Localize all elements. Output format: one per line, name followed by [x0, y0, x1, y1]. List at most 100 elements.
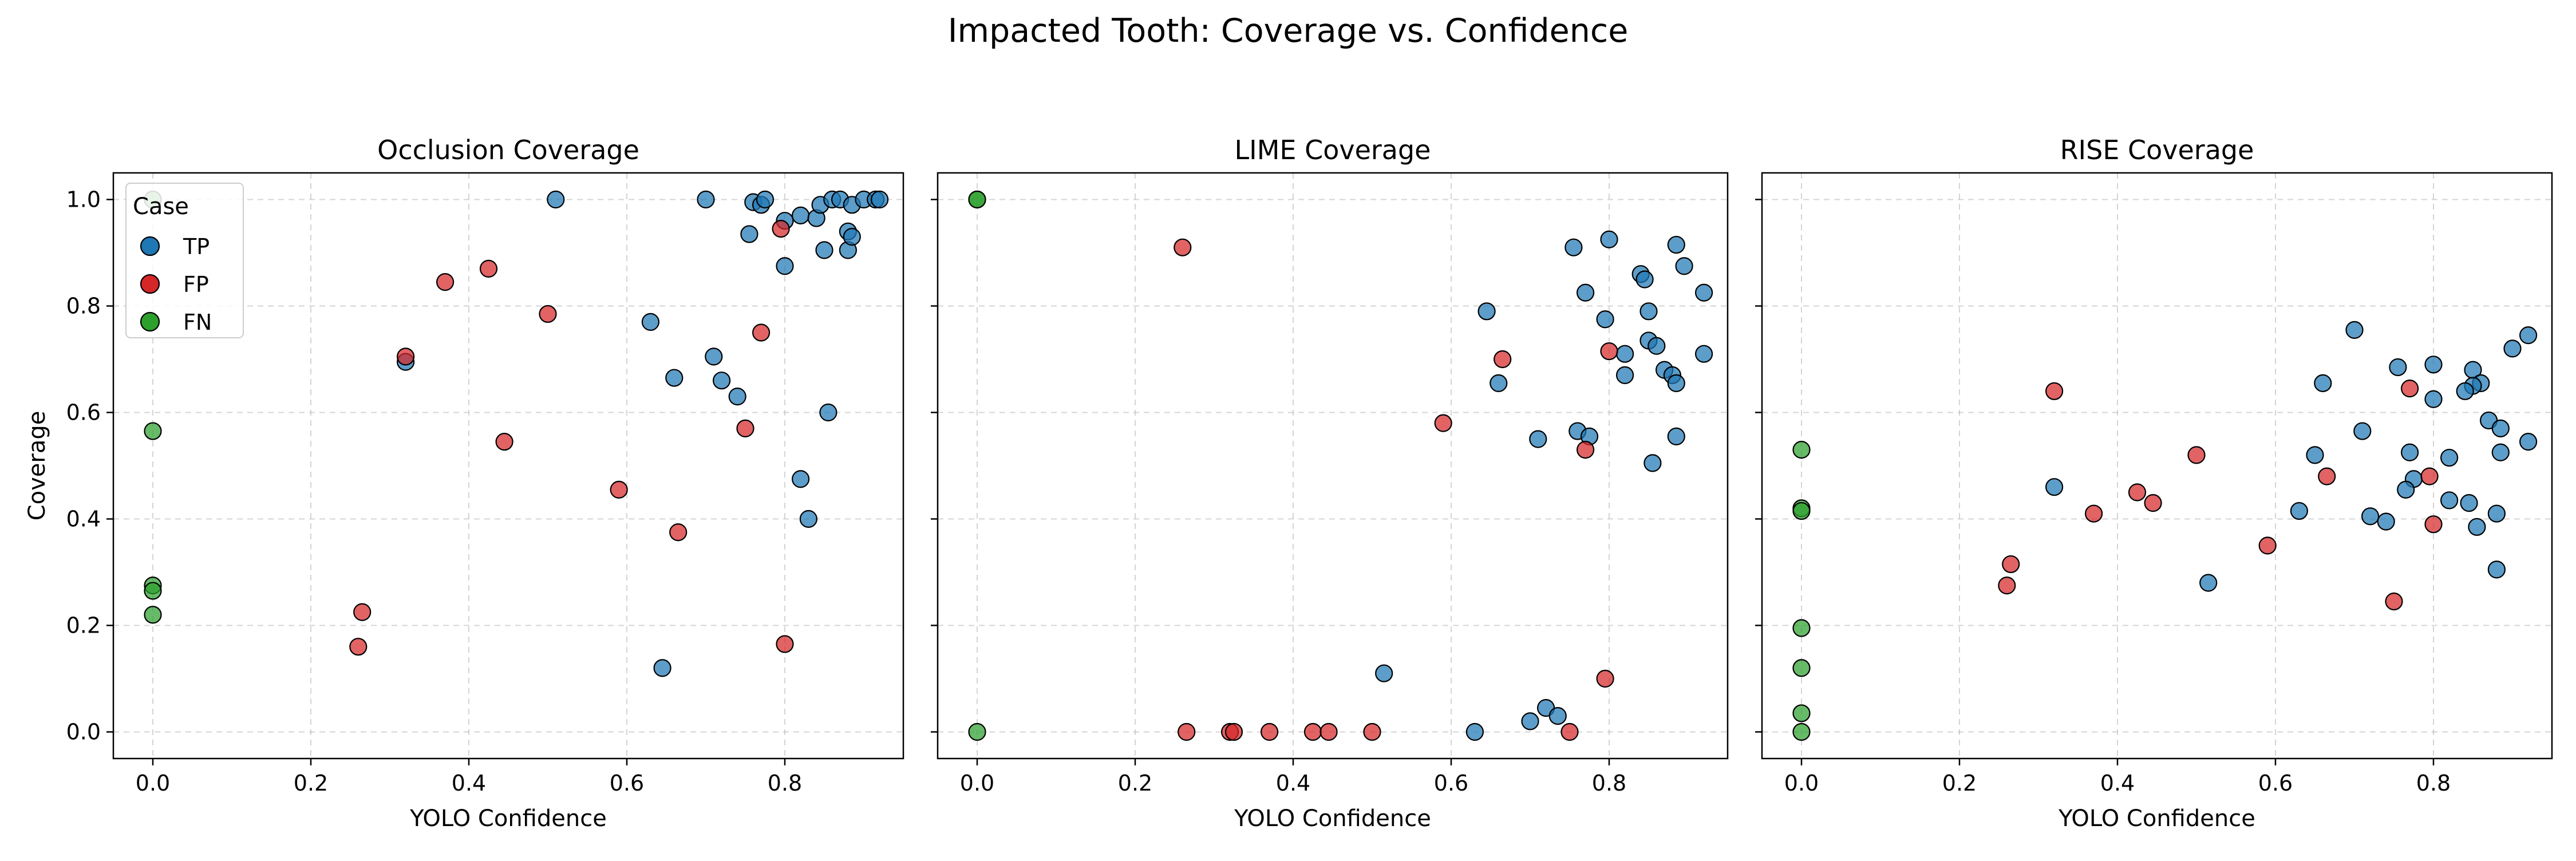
- data-point-fp: [2420, 467, 2439, 485]
- data-point-fn: [968, 190, 986, 209]
- data-point-tp: [728, 387, 746, 406]
- data-point-tp: [740, 225, 758, 243]
- data-point-tp: [1616, 345, 1634, 363]
- x-tick-label: 0.0: [136, 771, 170, 796]
- data-point-fp: [1600, 342, 1618, 361]
- data-point-fn: [1792, 440, 1811, 459]
- data-point-fp: [610, 480, 628, 499]
- data-point-tp: [1529, 430, 1547, 448]
- data-point-tp: [2519, 433, 2538, 451]
- data-point-tp: [1667, 427, 1685, 445]
- data-point-tp: [2440, 448, 2459, 467]
- data-point-fp: [2128, 483, 2147, 501]
- legend: Case TP FP FN: [125, 183, 244, 338]
- data-point-fp: [1178, 722, 1196, 741]
- data-point-tp: [1600, 230, 1618, 248]
- data-point-fp: [1577, 440, 1595, 459]
- x-axis-label: YOLO Confidence: [2058, 805, 2255, 832]
- data-point-tp: [1564, 238, 1583, 256]
- data-point-fp: [1174, 238, 1192, 256]
- x-axis-label: YOLO Confidence: [409, 805, 607, 832]
- legend-entry-fp: FP: [183, 272, 209, 297]
- x-tick-label: 0.4: [2100, 771, 2135, 796]
- data-point-tp: [1647, 337, 1666, 355]
- x-tick-label: 0.8: [1592, 771, 1626, 796]
- chart-panel-3: 0.0 0.2 0.4 0.6 0.8 RISE Coverage YOLO Confide…: [1755, 135, 2553, 832]
- data-point-fp: [1998, 576, 2016, 595]
- data-point-fp: [479, 259, 498, 278]
- data-point-fp: [495, 433, 513, 451]
- data-point-fp: [396, 347, 415, 366]
- data-point-tp: [791, 470, 810, 488]
- data-point-fn: [144, 422, 162, 440]
- legend-entry-fn: FN: [183, 310, 212, 335]
- data-point-tp: [1490, 374, 1508, 392]
- data-point-fp: [1434, 414, 1452, 432]
- data-point-fn: [1792, 501, 1811, 520]
- data-point-tp: [1375, 664, 1393, 682]
- data-point-fn: [1792, 704, 1811, 722]
- data-point-tp: [1675, 257, 1693, 275]
- panel-title: RISE Coverage: [2060, 135, 2254, 165]
- data-point-tp: [799, 510, 818, 528]
- legend-marker-fn: [140, 311, 160, 332]
- data-point-fn: [144, 606, 162, 624]
- data-point-tp: [2290, 501, 2308, 520]
- data-point-tp: [2487, 560, 2506, 579]
- data-point-tp: [2424, 390, 2443, 408]
- data-point-fp: [2318, 467, 2336, 485]
- data-point-tp: [2491, 443, 2510, 461]
- chart-panel-1: 0.0 0.2 0.4 0.6 0.8 0.0 0.2 0.4 0.6 0.8 1.0 Occlusi…: [24, 135, 904, 832]
- data-point-tp: [2389, 358, 2407, 377]
- x-tick-label: 0.2: [294, 771, 328, 796]
- legend-marker-fp: [140, 274, 160, 294]
- data-point-fp: [752, 323, 771, 342]
- data-point-fp: [539, 305, 557, 323]
- data-point-tp: [1635, 270, 1654, 289]
- y-tick-label: 0.0: [66, 720, 101, 745]
- y-tick-label: 0.2: [66, 613, 101, 638]
- data-point-tp: [712, 372, 731, 390]
- data-point-fn: [1792, 722, 1811, 741]
- data-point-tp: [1477, 302, 1496, 321]
- data-point-fp: [1261, 722, 1279, 741]
- data-point-tp: [697, 190, 715, 209]
- data-point-fp: [1303, 722, 1322, 741]
- x-tick-label: 0.0: [960, 771, 994, 796]
- data-point-fp: [2385, 593, 2403, 611]
- y-tick-label: 1.0: [66, 187, 101, 212]
- data-point-fp: [736, 419, 754, 438]
- data-point-tp: [2440, 491, 2459, 510]
- data-point-tp: [1643, 454, 1662, 472]
- data-point-fp: [2002, 555, 2020, 574]
- data-point-fp: [1319, 722, 1338, 741]
- data-point-tp: [641, 313, 660, 331]
- x-tick-label: 0.8: [768, 771, 802, 796]
- data-point-fn: [144, 582, 162, 600]
- data-point-tp: [1465, 722, 1484, 741]
- x-tick-label: 0.6: [2258, 771, 2293, 796]
- data-point-tp: [815, 241, 833, 259]
- data-point-tp: [2468, 518, 2486, 536]
- data-point-tp: [2361, 507, 2380, 526]
- x-tick-label: 0.8: [2416, 771, 2451, 796]
- data-point-tp: [653, 659, 671, 677]
- x-tick-label: 0.6: [1434, 771, 1468, 796]
- x-tick-label: 0.4: [452, 771, 486, 796]
- data-point-tp: [1667, 235, 1685, 254]
- data-point-tp: [791, 206, 810, 224]
- data-point-tp: [2377, 512, 2395, 531]
- legend-entry-tp: TP: [183, 234, 210, 259]
- x-tick-label: 0.0: [1784, 771, 1819, 796]
- x-tick-label: 0.4: [1276, 771, 1310, 796]
- data-point-tp: [665, 369, 683, 387]
- plot-frame: [112, 172, 904, 760]
- data-point-fp: [2424, 515, 2443, 534]
- data-point-fp: [1224, 722, 1243, 741]
- data-point-tp: [1596, 310, 1614, 329]
- y-tick-label: 0.4: [66, 507, 101, 532]
- data-point-tp: [1577, 283, 1595, 302]
- x-tick-label: 0.2: [1942, 771, 1977, 796]
